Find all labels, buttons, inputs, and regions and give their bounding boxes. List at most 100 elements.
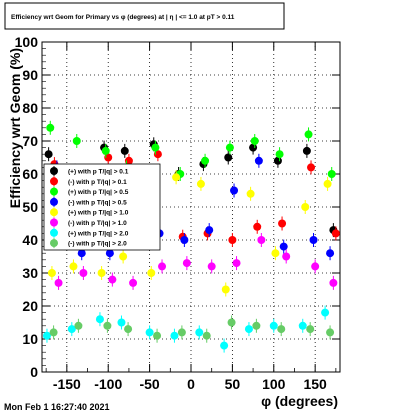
data-point: [227, 318, 236, 327]
y-tick-labels: 0 10 20 30 40 50 60 70 80 90 100: [15, 34, 39, 380]
data-point: [253, 222, 262, 231]
data-point: [207, 262, 216, 271]
x-tick-label: -100: [94, 376, 122, 392]
data-point: [69, 262, 78, 271]
legend-swatch: [50, 197, 58, 206]
legend-label: (-) with p T/|q| > 1.0: [68, 220, 127, 227]
data-point: [282, 252, 291, 261]
data-point: [202, 331, 211, 340]
y-axis-label: Efficiency wrt Geom (%): [7, 48, 23, 208]
data-point: [228, 236, 237, 244]
data-point: [101, 146, 110, 155]
data-point: [151, 143, 160, 152]
x-axis-label: φ (degrees): [261, 393, 338, 409]
legend-label: (+) with p T/|q| > 0.5: [68, 189, 129, 196]
data-point: [180, 236, 189, 244]
data-point: [124, 325, 133, 334]
data-point: [120, 146, 129, 155]
data-point: [327, 170, 336, 178]
x-tick-label: 50: [225, 376, 241, 392]
y-tick-label: 30: [22, 265, 38, 281]
data-point: [117, 318, 126, 327]
legend-swatch: [50, 187, 58, 196]
data-point: [196, 179, 205, 188]
timestamp: Mon Feb 1 16:27:40 2021: [4, 402, 110, 412]
series-5: [54, 233, 338, 290]
data-point: [326, 328, 335, 337]
data-point: [309, 236, 318, 244]
legend-label: (-) with p T/|q| > 2.0: [68, 241, 127, 248]
data-point: [321, 308, 330, 317]
data-point: [103, 321, 112, 330]
x-tick-labels: -150 -100 -50 0 50 100 150: [53, 376, 327, 392]
data-point: [326, 249, 335, 258]
data-point: [221, 285, 230, 294]
data-point: [42, 331, 51, 340]
data-point: [172, 173, 181, 182]
data-point: [279, 242, 288, 251]
series-4: [47, 170, 332, 297]
legend-swatch: [50, 228, 58, 237]
legend-label: (+) with p T/|q| > 2.0: [68, 230, 129, 237]
data-point: [95, 315, 104, 324]
data-point: [46, 123, 55, 132]
data-point: [72, 137, 81, 145]
data-point: [67, 325, 76, 334]
data-point: [54, 278, 63, 287]
data-point: [298, 321, 307, 330]
data-point: [44, 150, 53, 159]
y-tick-label: 60: [22, 166, 38, 182]
data-point: [232, 259, 241, 268]
data-point: [331, 229, 340, 238]
data-point: [250, 137, 259, 145]
data-point: [108, 275, 117, 284]
data-point: [311, 262, 320, 271]
data-point: [329, 278, 338, 287]
legend-label: (+) with p T/|q| > 0.1: [68, 169, 129, 176]
data-point: [205, 226, 214, 235]
data-point: [252, 321, 261, 330]
x-tick-label: 150: [303, 376, 327, 392]
data-point: [195, 328, 204, 337]
chart-title: Efficiency wrt Geom for Primary vs φ (de…: [11, 14, 235, 21]
data-point: [304, 130, 313, 139]
y-tick-label: 20: [22, 298, 38, 314]
data-point: [269, 321, 278, 330]
data-point: [271, 249, 280, 258]
legend-swatch: [50, 239, 58, 248]
y-tick-label: 10: [22, 331, 38, 347]
data-point: [275, 150, 284, 159]
data-point: [257, 236, 266, 244]
data-point: [177, 328, 186, 337]
series-7: [49, 315, 335, 343]
data-point: [225, 143, 234, 152]
data-point: [119, 252, 128, 261]
series-6: [42, 305, 330, 353]
title-box: [4, 2, 285, 30]
data-point: [278, 219, 287, 228]
legend-swatch: [50, 218, 58, 227]
data-point: [97, 269, 106, 277]
data-point: [230, 186, 239, 195]
data-point: [254, 156, 263, 165]
y-tick-label: 40: [22, 232, 38, 248]
legend-box: [43, 163, 161, 251]
legend-label: (-) with p T/|q| > 0.5: [68, 199, 127, 206]
grid-lines: [42, 42, 340, 372]
data-point: [224, 153, 233, 162]
data-point: [129, 278, 138, 287]
y-tick-label: 0: [30, 364, 38, 380]
legend-swatch: [50, 177, 58, 186]
data-point: [302, 146, 311, 155]
y-tick-label: 90: [22, 67, 38, 83]
data-point: [246, 189, 255, 198]
x-tick-label: -150: [53, 376, 81, 392]
legend-swatch: [50, 167, 58, 175]
y-tick-label: 70: [22, 133, 38, 149]
data-point: [306, 325, 315, 334]
data-point: [277, 325, 286, 334]
data-point: [301, 203, 310, 211]
data-point: [307, 163, 316, 172]
y-tick-label: 100: [15, 34, 39, 50]
